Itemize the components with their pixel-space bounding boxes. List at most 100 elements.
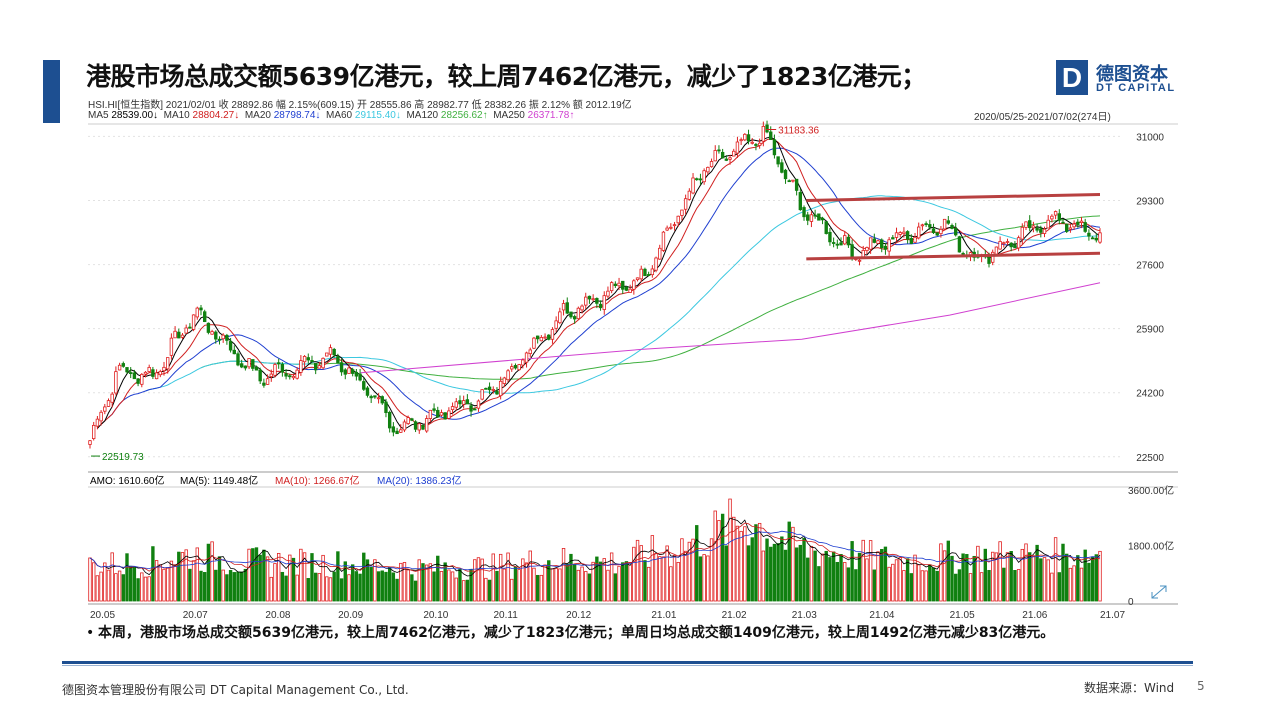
- volume-bar: [820, 553, 825, 602]
- candle-body: [547, 334, 551, 340]
- volume-bar: [883, 546, 888, 602]
- candle-body: [902, 231, 906, 235]
- candle-body: [613, 283, 618, 287]
- candle-body: [339, 362, 344, 373]
- volume-bar: [802, 537, 806, 602]
- candle-body: [824, 221, 828, 234]
- volume-bar: [347, 574, 351, 602]
- candle-body: [310, 360, 314, 363]
- candle-body: [195, 307, 199, 318]
- channel-support-line: [806, 251, 1101, 261]
- volume-bar: [683, 550, 688, 602]
- x-tick-label: 20.11: [493, 610, 518, 620]
- volume-bar: [117, 570, 122, 602]
- volume-bar: [313, 572, 318, 602]
- volume-bar: [824, 550, 828, 602]
- volume-bar: [247, 548, 251, 602]
- candle-body: [121, 363, 125, 367]
- candle-body: [1050, 215, 1054, 220]
- candle-body: [539, 337, 544, 342]
- price-y-tick-label: 27600: [1136, 261, 1164, 272]
- candle-body: [247, 358, 251, 368]
- candle-body: [262, 382, 266, 386]
- candle-body: [395, 430, 399, 435]
- price-y-tick-label: 31000: [1136, 132, 1164, 143]
- volume-bar: [317, 573, 322, 602]
- candle-body: [843, 235, 847, 245]
- volume-bar: [1013, 570, 1017, 602]
- volume-bar: [632, 546, 636, 602]
- candle-body: [765, 124, 769, 133]
- volume-bar: [554, 568, 558, 602]
- volume-bar: [691, 538, 695, 602]
- ma5-value: 28539.00↓: [111, 110, 159, 121]
- volume-bar: [443, 562, 447, 602]
- volume-bar: [1002, 567, 1006, 602]
- volume-bar: [521, 558, 525, 602]
- volume-bar: [813, 550, 817, 602]
- candle-body: [639, 268, 643, 280]
- candle-body: [857, 259, 862, 262]
- volume-bar: [147, 576, 151, 602]
- candle-body: [1079, 220, 1084, 223]
- volume-bar: [154, 560, 159, 602]
- x-tick-label: 21.07: [1100, 610, 1125, 620]
- volume-bar: [132, 567, 137, 602]
- candle-body: [1072, 223, 1076, 228]
- volume-bar: [206, 543, 211, 602]
- volume-bar: [717, 520, 721, 602]
- candle-body: [288, 375, 292, 378]
- candle-body: [332, 348, 336, 356]
- ma120-value: 28256.62↑: [440, 110, 488, 121]
- candle-body: [813, 214, 817, 217]
- volume-bar: [391, 572, 396, 602]
- volume-bar: [572, 563, 577, 602]
- volume-bar: [306, 578, 310, 602]
- candle-body: [746, 134, 751, 142]
- candle-body: [628, 288, 632, 293]
- candle-body: [654, 257, 658, 271]
- volume-bar: [1057, 572, 1061, 602]
- volume-bar: [465, 579, 470, 602]
- logo-en-text: DT CAPITAL: [1096, 82, 1176, 94]
- volume-bar: [191, 560, 196, 602]
- volume-bar: [280, 571, 285, 602]
- volume-bar: [436, 555, 440, 602]
- volume-bar: [269, 576, 273, 602]
- volume-bar: [865, 558, 869, 602]
- volume-bar: [413, 580, 418, 602]
- price-y-tick-label: 22500: [1136, 453, 1164, 464]
- candle-body: [535, 335, 540, 340]
- x-tick-label: 21.04: [869, 610, 894, 620]
- candle-body: [846, 236, 851, 246]
- slide-title: 港股市场总成交额5639亿港元，较上周7462亿港元，减少了1823亿港元；: [86, 62, 926, 91]
- volume-bar: [998, 541, 1002, 602]
- candle-body: [732, 150, 736, 157]
- volume-bar: [428, 563, 433, 602]
- candle-body: [376, 397, 381, 400]
- candle-body: [687, 190, 692, 200]
- volume-bar: [543, 564, 547, 602]
- volume-bar: [362, 552, 366, 602]
- volume-bar: [432, 571, 436, 602]
- candle-body: [891, 237, 895, 240]
- candle-body: [580, 305, 584, 311]
- volume-bar: [424, 564, 429, 602]
- volume-bar: [743, 526, 747, 602]
- volume-bar: [92, 562, 96, 602]
- candle-body: [125, 367, 129, 373]
- candle-body: [676, 215, 680, 224]
- volume-bar: [917, 564, 921, 602]
- volume-bar: [850, 541, 854, 602]
- candle-body: [280, 363, 285, 373]
- candle-body: [380, 396, 384, 404]
- volume-bar: [476, 557, 481, 602]
- candle-body: [783, 169, 788, 180]
- candle-body: [328, 347, 333, 355]
- volume-bar: [162, 568, 166, 602]
- ma5-label: MA5: [88, 110, 109, 121]
- candle-body: [147, 367, 151, 372]
- candle-body: [424, 418, 429, 432]
- ma250-label: MA250: [493, 110, 525, 121]
- candle-body: [646, 274, 651, 276]
